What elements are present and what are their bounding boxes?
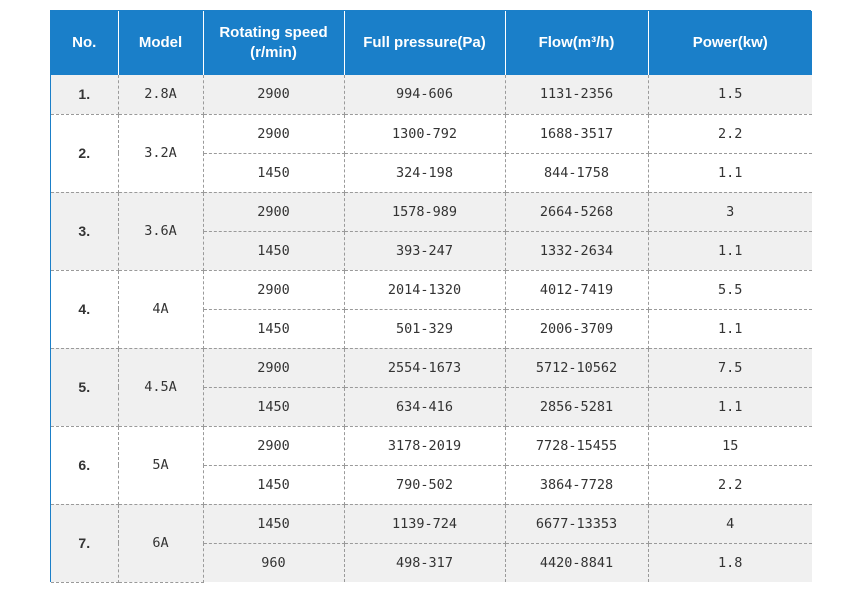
cell-full-pressure: 1578-989: [343, 191, 506, 232]
table-row: 4. 4A 2900 2014-1320 4012-7419 5.5: [51, 269, 812, 349]
cell-power: 1.1: [647, 152, 812, 193]
cell-rotating-speed: 1450: [203, 152, 345, 193]
cell-power: 1.1: [647, 230, 812, 271]
cell-model: 4.5A: [117, 347, 204, 427]
cell-flow: 3864-7728: [504, 464, 649, 505]
cell-flow: 7728-15455: [504, 425, 649, 466]
cell-flow: 5712-10562: [504, 347, 649, 388]
table-row: 960 498-317 4420-8841 1.8: [51, 542, 812, 582]
cell-power: 2.2: [647, 113, 812, 154]
cell-rotating-speed: 960: [203, 542, 345, 582]
header-speed-line1: Rotating speed: [219, 24, 328, 41]
table-row: 1450 393-247 1332-2634 1.1: [51, 230, 812, 271]
cell-model: 3.6A: [117, 191, 204, 271]
cell-flow: 4420-8841: [504, 542, 649, 582]
cell-flow: 1688-3517: [504, 113, 649, 154]
cell-power: 7.5: [647, 347, 812, 388]
cell-rotating-speed: 2900: [202, 191, 345, 232]
table-row: 7. 6A 1450 1139-724 6677-13353 4: [51, 503, 812, 583]
cell-full-pressure: 634-416: [343, 386, 506, 427]
cell-power: 1.8: [647, 542, 812, 582]
cell-full-pressure: 1300-792: [343, 113, 506, 154]
cell-rotating-speed: 1450: [203, 386, 345, 427]
table-row: 1. 2.8A 2900 994-606 1131-2356 1.5: [51, 75, 812, 115]
table-body: 1. 2.8A 2900 994-606 1131-2356 1.5 2. 3.2A 2900 1…: [51, 75, 812, 583]
cell-no: 7.: [51, 503, 119, 583]
cell-full-pressure: 501-329: [343, 308, 506, 349]
cell-rotating-speed: 2900: [202, 75, 345, 115]
cell-rotating-speed: 1450: [203, 308, 345, 349]
cell-no: 6.: [51, 425, 119, 505]
cell-rotating-speed: 1450: [203, 230, 345, 271]
cell-full-pressure: 1139-724: [343, 503, 506, 544]
cell-flow: 2006-3709: [504, 308, 649, 349]
cell-power: 1.5: [647, 75, 812, 115]
table-row: 2. 3.2A 2900 1300-792 1688-3517 2.2: [51, 113, 812, 193]
cell-power: 4: [647, 503, 812, 544]
cell-rotating-speed: 2900: [202, 425, 345, 466]
header-full-pressure: Full pressure(Pa): [343, 11, 505, 75]
cell-full-pressure: 324-198: [343, 152, 506, 193]
cell-flow: 2856-5281: [504, 386, 649, 427]
cell-flow: 2664-5268: [504, 191, 649, 232]
cell-full-pressure: 2554-1673: [343, 347, 506, 388]
table-row: 1450 790-502 3864-7728 2.2: [51, 464, 812, 505]
table-row: 5. 4.5A 2900 2554-1673 5712-10562 7.5: [51, 347, 812, 427]
cell-power: 5.5: [647, 269, 812, 310]
cell-rotating-speed: 1450: [202, 503, 345, 544]
cell-full-pressure: 393-247: [343, 230, 506, 271]
table-header: No. Model Rotating speed (r/min) Full pr…: [51, 11, 812, 75]
header-rotating-speed: Rotating speed (r/min): [202, 11, 344, 75]
header-row: No. Model Rotating speed (r/min) Full pr…: [51, 11, 812, 75]
cell-power: 1.1: [647, 308, 812, 349]
cell-no: 2.: [51, 113, 119, 193]
cell-power: 1.1: [647, 386, 812, 427]
cell-no: 4.: [51, 269, 119, 349]
cell-flow: 6677-13353: [504, 503, 649, 544]
table-row: 6. 5A 2900 3178-2019 7728-15455 15: [51, 425, 812, 505]
fan-spec-table-frame: No. Model Rotating speed (r/min) Full pr…: [50, 10, 812, 583]
cell-flow: 1131-2356: [504, 75, 649, 115]
cell-no: 1.: [51, 75, 119, 115]
cell-flow: 844-1758: [504, 152, 649, 193]
cell-flow: 4012-7419: [504, 269, 649, 310]
cell-rotating-speed: 2900: [202, 113, 345, 154]
table-row: 1450 634-416 2856-5281 1.1: [51, 386, 812, 427]
header-flow: Flow(m³/h): [504, 11, 648, 75]
cell-rotating-speed: 2900: [202, 347, 345, 388]
cell-power: 15: [647, 425, 812, 466]
cell-full-pressure: 2014-1320: [343, 269, 506, 310]
cell-model: 5A: [117, 425, 204, 505]
cell-full-pressure: 994-606: [343, 75, 506, 115]
header-no: No.: [51, 11, 118, 75]
cell-no: 5.: [51, 347, 119, 427]
cell-power: 2.2: [647, 464, 812, 505]
cell-model: 4A: [117, 269, 204, 349]
cell-full-pressure: 498-317: [343, 542, 506, 582]
fan-spec-table: No. Model Rotating speed (r/min) Full pr…: [51, 11, 812, 583]
cell-model: 2.8A: [117, 75, 204, 115]
header-model: Model: [117, 11, 203, 75]
cell-power: 3: [647, 191, 812, 232]
cell-full-pressure: 790-502: [343, 464, 506, 505]
cell-rotating-speed: 2900: [202, 269, 345, 310]
cell-model: 3.2A: [117, 113, 204, 193]
cell-full-pressure: 3178-2019: [343, 425, 506, 466]
cell-model: 6A: [117, 503, 204, 583]
cell-flow: 1332-2634: [504, 230, 649, 271]
table-row: 3. 3.6A 2900 1578-989 2664-5268 3: [51, 191, 812, 271]
header-power: Power(kw): [647, 11, 812, 75]
header-speed-line2: (r/min): [250, 44, 297, 61]
cell-no: 3.: [51, 191, 119, 271]
cell-rotating-speed: 1450: [203, 464, 345, 505]
